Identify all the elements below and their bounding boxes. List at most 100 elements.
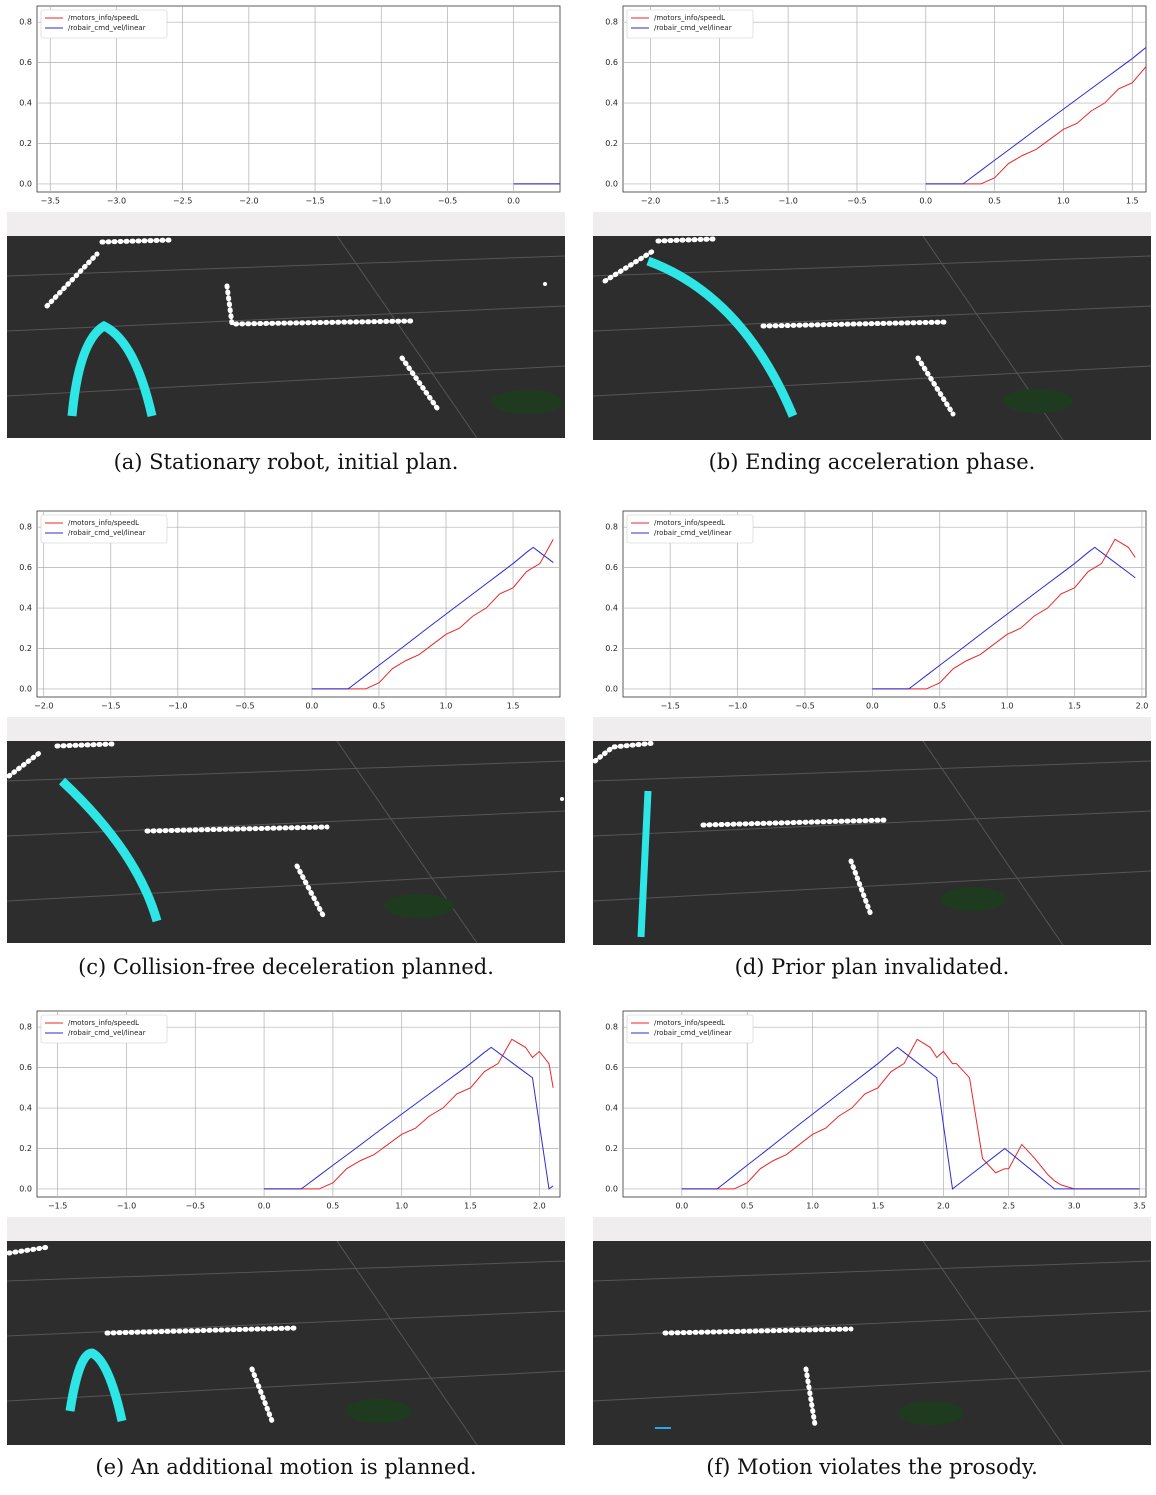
x-tick-label: −0.5	[847, 197, 866, 206]
chart: 0.0 0.2 0.4 0.6 0.8 −1.5 −1.0 −0.5 0.0 0.5 1.0 1.5 2…	[19, 1010, 561, 1211]
x-tick-label: −1.5	[48, 1202, 67, 1211]
x-tick-label: 2.0	[533, 1202, 546, 1211]
x-tick-label: 0.0	[919, 197, 932, 206]
legend-box	[626, 514, 754, 544]
x-tick-label: 1.0	[1057, 197, 1070, 206]
legend-box	[626, 1014, 754, 1044]
legend-label: /robair_cmd_vel/linear	[68, 24, 146, 32]
legend-label: /robair_cmd_vel/linear	[654, 1029, 732, 1037]
y-tick-label: 0.8	[605, 1023, 618, 1032]
panel: 0.0 0.2 0.4 0.6 0.8 0.0 0.5 1.0 1.5 2.0 2.5 3.0 3.5 /…	[593, 1005, 1151, 1495]
x-tick-label: 0.5	[373, 702, 386, 711]
panel: 0.0 0.2 0.4 0.6 0.8 −1.5 −1.0 −0.5 0.0 0.5 1.0 1.5 2…	[593, 505, 1151, 995]
x-tick-label: 3.0	[1068, 1202, 1081, 1211]
chart: 0.0 0.2 0.4 0.6 0.8 −2.0 −1.5 −1.0 −0.5 0.0 0.5 1.0…	[19, 510, 561, 711]
x-tick-label: −1.0	[168, 702, 187, 711]
y-tick-label: 0.4	[605, 99, 618, 108]
x-tick-label: 0.5	[327, 1202, 340, 1211]
x-tick-label: 0.5	[988, 197, 1001, 206]
x-tick-label: 0.5	[933, 702, 946, 711]
x-tick-label: −1.0	[372, 197, 391, 206]
y-tick-label: 0.0	[605, 179, 618, 188]
x-tick-label: −2.0	[34, 702, 53, 711]
x-tick-label: −3.5	[41, 197, 60, 206]
divider	[593, 717, 1151, 741]
legend-label: /robair_cmd_vel/linear	[654, 529, 732, 537]
divider	[593, 1217, 1151, 1241]
legend-box	[40, 1014, 168, 1044]
chart: 0.0 0.2 0.4 0.6 0.8 −1.5 −1.0 −0.5 0.0 0.5 1.0 1.5 2…	[605, 510, 1149, 711]
x-tick-label: 1.0	[440, 702, 453, 711]
x-tick-label: −2.0	[641, 197, 660, 206]
x-tick-label: 0.0	[258, 1202, 271, 1211]
x-tick-label: 1.5	[464, 1202, 477, 1211]
series-line	[311, 539, 554, 690]
y-tick-label: 0.4	[19, 1104, 32, 1113]
x-tick-label: 2.0	[937, 1202, 950, 1211]
legend-label: /motors_info/speedL	[68, 14, 139, 22]
x-tick-label: 0.5	[741, 1202, 754, 1211]
scene-view	[7, 741, 565, 943]
x-tick-label: −1.5	[305, 197, 324, 206]
x-tick-label: 0.0	[507, 197, 520, 206]
y-tick-label: 0.8	[605, 18, 618, 27]
legend-label: /motors_info/speedL	[654, 519, 725, 527]
y-tick-label: 0.0	[19, 684, 32, 693]
y-tick-label: 0.2	[19, 1144, 32, 1153]
y-tick-label: 0.4	[605, 604, 618, 613]
chart: 0.0 0.2 0.4 0.6 0.8 −2.0 −1.5 −1.0 −0.5 0.0 0.5 1.0…	[605, 5, 1147, 206]
y-tick-label: 0.4	[19, 99, 32, 108]
divider	[7, 1217, 565, 1241]
legend-label: /robair_cmd_vel/linear	[68, 1029, 146, 1037]
y-tick-label: 0.2	[19, 644, 32, 653]
x-tick-label: −1.5	[101, 702, 120, 711]
divider	[593, 212, 1151, 236]
y-tick-label: 0.8	[19, 18, 32, 27]
series-line	[264, 1046, 554, 1190]
y-tick-label: 0.6	[19, 58, 32, 67]
x-tick-label: 1.5	[872, 1202, 885, 1211]
caption: (b) Ending acceleration phase.	[708, 450, 1036, 474]
series-line	[311, 546, 554, 690]
series-line	[872, 546, 1136, 690]
x-tick-label: 2.0	[1136, 702, 1149, 711]
y-tick-label: 0.2	[605, 644, 618, 653]
divider	[7, 212, 565, 236]
y-tick-label: 0.0	[19, 179, 32, 188]
caption: (e) An additional motion is planned.	[95, 1455, 477, 1479]
legend-label: /robair_cmd_vel/linear	[68, 529, 146, 537]
y-tick-label: 0.0	[605, 1184, 618, 1193]
legend-box	[40, 9, 168, 39]
x-tick-label: −1.0	[778, 197, 797, 206]
series-line	[872, 538, 1136, 690]
legend-box	[626, 9, 754, 39]
x-tick-label: 3.5	[1133, 1202, 1146, 1211]
legend-box	[40, 514, 168, 544]
x-tick-label: −3.0	[107, 197, 126, 206]
x-tick-label: 1.5	[507, 702, 520, 711]
x-tick-label: −1.0	[117, 1202, 136, 1211]
x-tick-label: 1.5	[1126, 197, 1139, 206]
legend-label: /motors_info/speedL	[68, 519, 139, 527]
x-tick-label: −0.5	[235, 702, 254, 711]
x-tick-label: −0.5	[186, 1202, 205, 1211]
y-tick-label: 0.8	[19, 523, 32, 532]
panel: 0.0 0.2 0.4 0.6 0.8 −2.0 −1.5 −1.0 −0.5 0.0 0.5 1.0…	[593, 0, 1151, 490]
y-tick-label: 0.2	[19, 139, 32, 148]
y-tick-label: 0.6	[605, 58, 618, 67]
y-tick-label: 0.2	[605, 1144, 618, 1153]
y-tick-label: 0.4	[605, 1104, 618, 1113]
y-tick-label: 0.6	[605, 563, 618, 572]
legend-label: /motors_info/speedL	[654, 14, 725, 22]
series-line	[925, 47, 1147, 185]
x-tick-label: 0.0	[866, 702, 879, 711]
caption: (d) Prior plan invalidated.	[734, 955, 1010, 979]
series-line	[681, 1038, 1140, 1190]
y-tick-label: 0.0	[605, 684, 618, 693]
x-tick-label: 0.0	[306, 702, 319, 711]
scene-view	[593, 741, 1151, 945]
legend-label: /motors_info/speedL	[654, 1019, 725, 1027]
chart: 0.0 0.2 0.4 0.6 0.8 0.0 0.5 1.0 1.5 2.0 2.5 3.0 3.5 /…	[605, 1010, 1147, 1211]
caption: (f) Motion violates the prosody.	[706, 1455, 1038, 1479]
x-tick-label: −1.5	[710, 197, 729, 206]
